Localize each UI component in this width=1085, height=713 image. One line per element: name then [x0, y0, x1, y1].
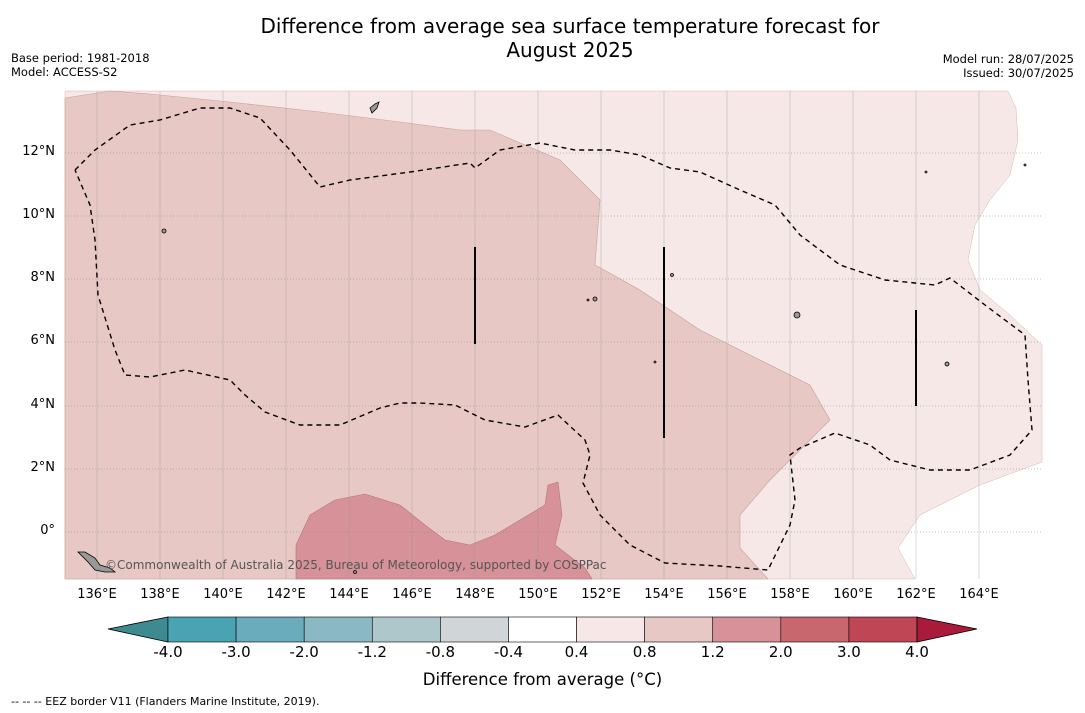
- island-h: [353, 570, 357, 574]
- longitude-label: 160°E: [833, 587, 873, 602]
- colorbar-tick-label: 1.2: [700, 643, 725, 661]
- colorbar-label-unit: °C): [635, 670, 663, 689]
- model-name: Model: ACCESS-S2: [11, 65, 118, 79]
- island-i: [1023, 163, 1027, 167]
- colorbar-segment: [440, 616, 509, 643]
- colorbar-segment: [371, 616, 441, 643]
- colorbar-tick-label: 0.8: [632, 643, 657, 661]
- island-north: [369, 101, 380, 114]
- island-f: [586, 298, 590, 302]
- longitude-label: 142°E: [266, 587, 306, 602]
- island-d: [592, 296, 598, 302]
- map-grid: [65, 152, 1042, 533]
- longitude-label: 162°E: [896, 587, 936, 602]
- meta-left: Base period: 1981-2018 Model: ACCESS-S2: [11, 51, 150, 79]
- issued-date: Issued: 30/07/2025: [963, 66, 1074, 80]
- island-e: [670, 273, 674, 277]
- longitude-label: 140°E: [203, 587, 243, 602]
- latitude-label: 6°N: [30, 333, 56, 348]
- title-line-2: August 2025: [506, 38, 634, 62]
- colorbar-label-text: Difference from average (: [422, 670, 636, 689]
- eez-border: [74, 107, 1033, 571]
- longitude-label: 158°E: [770, 587, 810, 602]
- island-j: [924, 170, 928, 174]
- colorbar-segment: [508, 616, 577, 643]
- longitude-label: 154°E: [644, 587, 684, 602]
- latitude-label: 4°N: [30, 397, 56, 412]
- colorbar-extend-high: [916, 616, 978, 643]
- longitude-label: 156°E: [707, 587, 747, 602]
- meta-right: Model run: 28/07/2025 Issued: 30/07/2025: [943, 52, 1074, 80]
- colorbar-segment: [780, 616, 850, 643]
- latitude-label: 12°N: [22, 144, 55, 159]
- colorbar-tick-label: 2.0: [768, 643, 793, 661]
- colorbar-segment: [848, 616, 918, 643]
- longitude-label: 148°E: [455, 587, 495, 602]
- island-a: [161, 228, 167, 234]
- colorbar-segment: [644, 616, 714, 643]
- longitude-label: 138°E: [140, 587, 180, 602]
- island-b: [793, 311, 801, 319]
- eez-footnote: -- -- -- EEZ border V11 (Flanders Marine…: [11, 695, 320, 708]
- colorbar-tick-label: -4.0: [153, 643, 183, 661]
- colorbar-segment: [712, 616, 782, 643]
- colorbar-tick-label: -0.4: [493, 643, 524, 661]
- colorbar-tick-label: -0.8: [425, 643, 455, 661]
- latitude-label: 8°N: [30, 270, 56, 285]
- latitude-label: 0°: [40, 523, 55, 538]
- colorbar-segment: [576, 616, 645, 643]
- latitude-label: 10°N: [22, 207, 55, 222]
- colorbar-segment: [167, 616, 237, 643]
- island-c: [944, 361, 950, 367]
- anomaly-band-0-8-to-1-2: [64, 90, 831, 580]
- colorbar-tick-label: -2.0: [289, 643, 319, 661]
- colorbar-tick-label: 4.0: [905, 643, 929, 661]
- latitude-label: 2°N: [30, 460, 56, 475]
- longitude-label: 144°E: [329, 587, 369, 602]
- base-period: Base period: 1981-2018: [11, 51, 150, 65]
- longitude-label: 136°E: [77, 587, 117, 602]
- anomaly-band-1-2-to-2-0: [295, 481, 593, 580]
- island-palau: [77, 551, 117, 573]
- longitude-label: 152°E: [581, 587, 621, 602]
- model-run: Model run: 28/07/2025: [942, 52, 1074, 66]
- colorbar-segment: [235, 616, 305, 643]
- map-title: Difference from average sea surface temp…: [0, 14, 1085, 62]
- title-line-1: Difference from average sea surface temp…: [260, 14, 880, 38]
- colorbar-tick-label: 0.4: [564, 643, 589, 661]
- copyright-credit: ©Commonwealth of Australia 2025, Bureau …: [105, 558, 607, 572]
- longitude-label: 146°E: [392, 587, 432, 602]
- longitude-label: 164°E: [959, 587, 999, 602]
- colorbar: [107, 616, 978, 643]
- colorbar-label: Difference from average (°C): [0, 670, 1085, 689]
- colorbar-extend-low: [107, 616, 169, 643]
- colorbar-segment: [303, 616, 373, 643]
- island-g: [653, 360, 657, 364]
- islands: [77, 101, 1027, 574]
- longitude-label: 150°E: [518, 587, 558, 602]
- colorbar-tick-label: 3.0: [836, 643, 861, 661]
- colorbar-tick-label: -1.2: [357, 643, 387, 661]
- colorbar-tick-label: -3.0: [221, 643, 251, 661]
